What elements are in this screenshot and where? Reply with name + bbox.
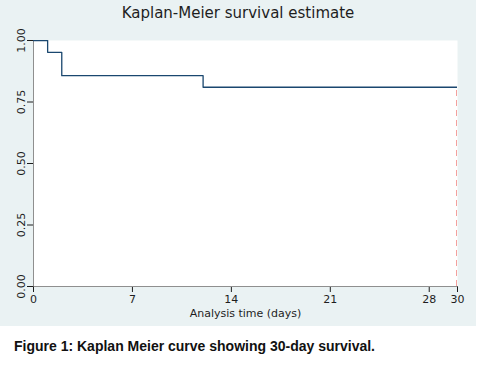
svg-text:7: 7: [129, 293, 136, 306]
svg-text:14: 14: [224, 293, 238, 306]
html-text:Figure 1: Kaplan Meier curve s: Figure 1: Kaplan Meier curve showing 30-…: [14, 338, 375, 354]
svg-text:1.00: 1.00: [15, 28, 28, 53]
svg-text:28: 28: [422, 293, 436, 306]
svg-text:30: 30: [451, 293, 465, 306]
html-text:Kaplan-Meier survival estimate: Kaplan-Meier survival estimate: [121, 4, 355, 22]
svg-text:0.00: 0.00: [15, 274, 28, 299]
svg-text:0.75: 0.75: [15, 90, 28, 115]
svg-text:0.25: 0.25: [15, 213, 28, 238]
svg-text:0.50: 0.50: [15, 151, 28, 176]
svg-text:0: 0: [30, 293, 37, 306]
svg-text:Analysis time (days): Analysis time (days): [190, 307, 302, 320]
svg-text:21: 21: [323, 293, 337, 306]
